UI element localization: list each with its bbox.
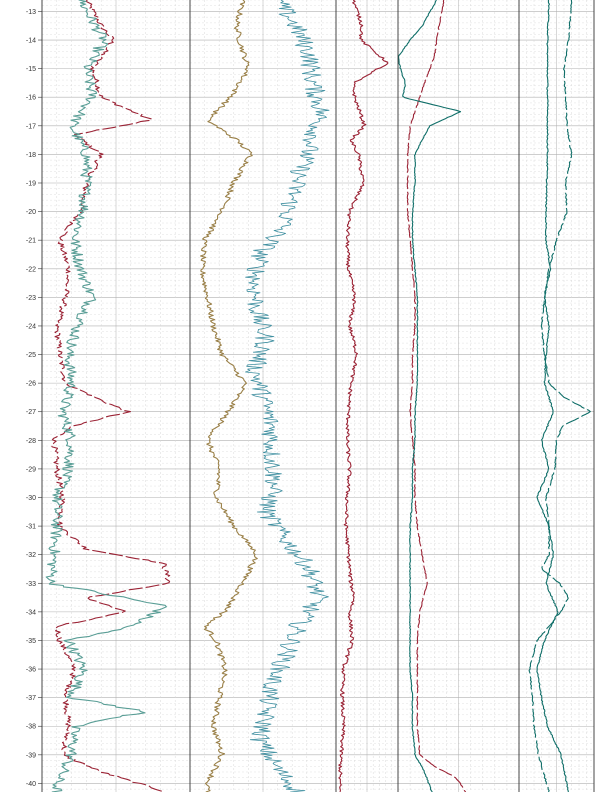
depth-tick-label: -15 xyxy=(26,66,36,73)
series-line-track1-1 xyxy=(50,0,171,792)
series-line-track4-2 xyxy=(397,0,462,792)
depth-tick-label: -40 xyxy=(26,781,36,788)
depth-tick-label: -23 xyxy=(26,295,36,302)
series-line-track4-1 xyxy=(406,0,467,792)
depth-tick-label: -20 xyxy=(26,209,36,216)
depth-tick-label: -18 xyxy=(26,152,36,159)
depth-tick-label: -28 xyxy=(26,438,36,445)
depth-tick-label: -37 xyxy=(26,695,36,702)
series-line-track2-1 xyxy=(200,0,258,792)
depth-tick-label: -22 xyxy=(26,266,36,273)
depth-tick-label: -16 xyxy=(26,95,36,102)
depth-tick-label: -33 xyxy=(26,581,36,588)
depth-tick-label: -31 xyxy=(26,524,36,531)
depth-tick-label: -38 xyxy=(26,724,36,731)
depth-axis: -13 -14 -15 -16 -17 -18 -19 -20 -21 -22 -23 -24 -25 -… xyxy=(26,9,42,788)
depth-tick-label: -17 xyxy=(26,123,36,130)
frame-layer xyxy=(41,0,595,792)
depth-tick-label: -32 xyxy=(26,552,36,559)
depth-tick-label: -35 xyxy=(26,638,36,645)
depth-tick-label: -30 xyxy=(26,495,36,502)
series-line-track5-2 xyxy=(528,0,591,792)
depth-tick-label: -25 xyxy=(26,352,36,359)
series-layer xyxy=(45,0,591,792)
depth-tick-label: -21 xyxy=(26,238,36,245)
series-line-track5-1 xyxy=(536,0,569,792)
series-line-track3-1 xyxy=(338,0,389,792)
depth-tick-label: -36 xyxy=(26,667,36,674)
series-line-track2-2 xyxy=(245,0,330,792)
depth-tick-label: -14 xyxy=(26,38,36,45)
series-line-track1-2 xyxy=(45,0,167,792)
depth-tick-label: -19 xyxy=(26,180,36,187)
depth-tick-label: -34 xyxy=(26,609,36,616)
depth-tick-label: -13 xyxy=(26,9,36,16)
depth-tick-label: -24 xyxy=(26,323,36,330)
depth-tick-label: -29 xyxy=(26,466,36,473)
depth-tick-label: -27 xyxy=(26,409,36,416)
depth-tick-label: -39 xyxy=(26,752,36,759)
depth-tick-label: -26 xyxy=(26,381,36,388)
